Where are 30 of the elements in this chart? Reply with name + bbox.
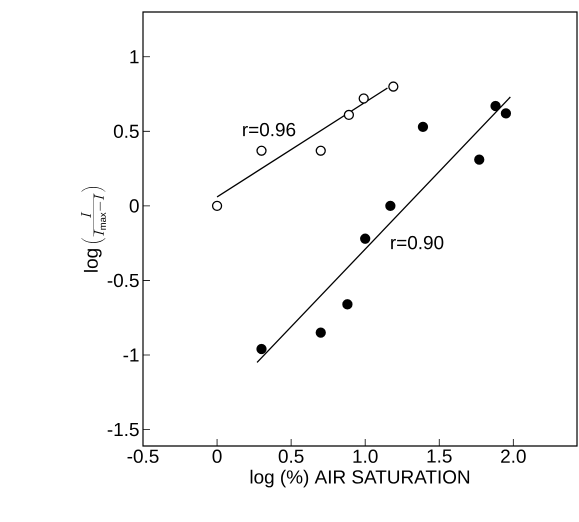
x-tick-label: 0.5	[278, 450, 304, 463]
point	[360, 234, 370, 244]
x-tick-label: 1.0	[353, 450, 378, 463]
x-tick-label: 1.5	[428, 450, 452, 463]
y-tick-label: 0.5	[114, 124, 139, 138]
y-tick-label: -1.5	[108, 422, 139, 436]
x-tick-label: 0	[212, 450, 222, 463]
point	[256, 344, 267, 354]
point	[385, 200, 396, 212]
y-tick-label: -0.5	[108, 274, 139, 288]
point	[344, 110, 354, 120]
y-tick-label: 1	[130, 50, 139, 64]
annotation: r=0.96	[243, 122, 296, 136]
point	[490, 100, 501, 112]
point	[316, 146, 326, 156]
point	[342, 299, 353, 310]
point	[474, 154, 484, 165]
y-tick-label: 0	[130, 199, 139, 213]
y-tick-label: -1	[123, 348, 139, 362]
point	[358, 93, 369, 104]
point	[316, 328, 326, 338]
point	[500, 108, 512, 119]
x-axis-title: log (%) AIR SATURATION	[250, 470, 470, 488]
point	[388, 81, 398, 92]
point	[256, 146, 267, 156]
point	[212, 200, 222, 212]
y-axis-title: $\log\left(\frac{I}{I_{\mathrm{max}}-I}\right)$	[81, 186, 106, 272]
x-tick-label: 2.0	[501, 450, 526, 463]
point	[418, 122, 428, 132]
annotation: r=0.90	[391, 236, 444, 250]
